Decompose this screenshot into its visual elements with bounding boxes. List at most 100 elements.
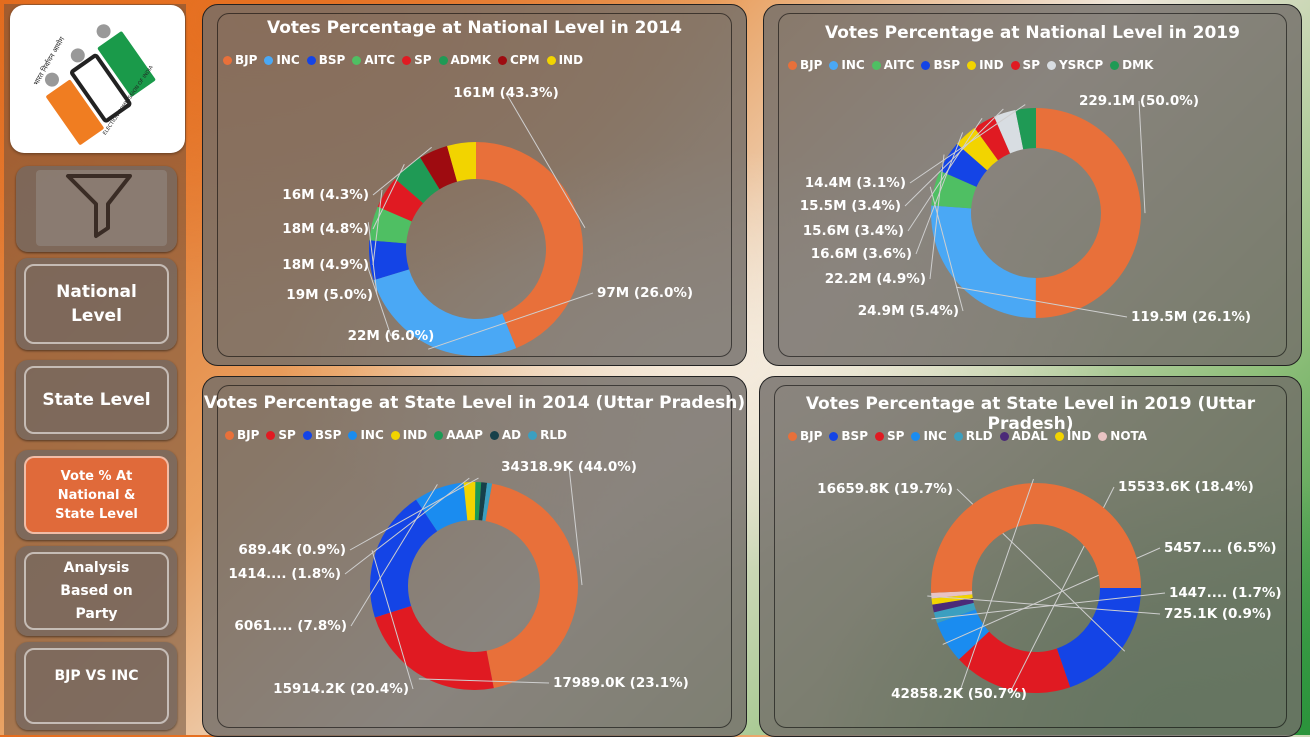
data-label-inc: 6061.... (7.8%) bbox=[234, 618, 347, 634]
chart-legend: BJP INC BSP AITC SP ADMK CPM IND bbox=[223, 53, 583, 67]
legend-item-sp[interactable]: SP bbox=[402, 53, 432, 67]
leader-line bbox=[350, 484, 438, 627]
legend-item-ind[interactable]: IND bbox=[390, 428, 427, 442]
legend-item-inc[interactable]: INC bbox=[911, 429, 947, 443]
slice-inc[interactable] bbox=[931, 205, 1036, 318]
legend-item-rld[interactable]: RLD bbox=[953, 429, 993, 443]
nav-national-level[interactable]: National Level bbox=[16, 258, 177, 350]
legend-item-bsp[interactable]: BSP bbox=[306, 53, 345, 67]
legend-item-cpm[interactable]: CPM bbox=[498, 53, 540, 67]
slice-ind[interactable] bbox=[463, 482, 476, 521]
slice-sp[interactable] bbox=[958, 631, 1071, 693]
legend-item-inc[interactable]: INC bbox=[829, 58, 865, 72]
legend-swatch bbox=[829, 431, 839, 441]
nav-analysis-party-label: Analysis Based on Party bbox=[24, 552, 169, 630]
legend-item-sp[interactable]: SP bbox=[266, 428, 296, 442]
nav-bjp-vs-inc[interactable]: BJP VS INC bbox=[16, 642, 177, 730]
data-label-rld: 1447.... (1.7%) bbox=[1169, 585, 1282, 601]
slice-inc[interactable] bbox=[416, 482, 468, 532]
slice-bsp[interactable] bbox=[368, 240, 410, 281]
legend-item-rld[interactable]: RLD bbox=[528, 428, 567, 442]
slice-sp[interactable] bbox=[974, 116, 1011, 161]
slice-ad[interactable] bbox=[478, 482, 488, 521]
data-label-aitc: 24.9M (5.4%) bbox=[858, 303, 959, 319]
data-label-nota: 725.1K (0.9%) bbox=[1164, 606, 1272, 622]
slice-ind[interactable] bbox=[956, 127, 998, 171]
legend-item-sp[interactable]: SP bbox=[875, 429, 904, 443]
legend-item-sp[interactable]: SP bbox=[1010, 58, 1040, 72]
data-label-admk: 18M (4.8%) bbox=[282, 221, 369, 237]
leader-line bbox=[956, 286, 1128, 318]
slice-ind[interactable] bbox=[447, 142, 476, 182]
legend-item-bjp[interactable]: BJP bbox=[225, 428, 259, 442]
slice-sp[interactable] bbox=[377, 178, 424, 222]
slice-rld[interactable] bbox=[933, 602, 976, 624]
leader-line bbox=[428, 292, 594, 350]
legend-swatch bbox=[225, 430, 234, 440]
slice-bjp[interactable] bbox=[485, 483, 578, 689]
slice-inc[interactable] bbox=[373, 269, 517, 356]
slice-sp[interactable] bbox=[374, 605, 494, 690]
legend-label: AITC bbox=[364, 53, 396, 67]
legend-item-ind[interactable]: IND bbox=[1054, 429, 1092, 443]
legend-label: SP bbox=[414, 53, 432, 67]
legend-label: AD bbox=[501, 428, 522, 442]
slice-bsp[interactable] bbox=[1056, 588, 1141, 688]
panel-title: Votes Percentage at State Level in 2019 … bbox=[805, 394, 1256, 434]
nav-vote-percentage[interactable]: Vote % At National & State Level bbox=[16, 450, 177, 540]
legend-item-inc[interactable]: INC bbox=[348, 428, 384, 442]
slice-bsp[interactable] bbox=[370, 499, 438, 618]
legend-item-inc[interactable]: INC bbox=[264, 53, 300, 67]
legend-label: AAAP bbox=[446, 428, 483, 442]
legend-item-ysrcp[interactable]: YSRCP bbox=[1046, 58, 1103, 72]
legend-item-bsp[interactable]: BSP bbox=[921, 58, 960, 72]
slice-rld[interactable] bbox=[482, 482, 493, 522]
legend-label: IND bbox=[1066, 429, 1092, 443]
legend-swatch bbox=[264, 55, 274, 65]
legend-item-ind[interactable]: IND bbox=[967, 58, 1004, 72]
slice-inc[interactable] bbox=[937, 609, 990, 660]
legend-item-nota[interactable]: NOTA bbox=[1098, 429, 1147, 443]
legend-swatch bbox=[306, 55, 316, 65]
legend-item-ind[interactable]: IND bbox=[546, 53, 583, 67]
leader-line bbox=[929, 154, 945, 280]
legend-label: BJP bbox=[800, 58, 823, 72]
legend-label: INC bbox=[360, 428, 384, 442]
slice-bjp[interactable] bbox=[1035, 108, 1142, 318]
slice-ind[interactable] bbox=[931, 594, 973, 605]
slice-aaap[interactable] bbox=[474, 482, 482, 521]
legend-label: DMK bbox=[1122, 58, 1154, 72]
legend-item-admk[interactable]: ADMK bbox=[438, 53, 491, 67]
legend-label: SP bbox=[1022, 58, 1040, 72]
data-label-sp: 15533.6K (18.4%) bbox=[1118, 479, 1254, 495]
data-label-cpm: 16M (4.3%) bbox=[282, 187, 369, 203]
legend-item-bsp[interactable]: BSP bbox=[302, 428, 341, 442]
slice-cpm[interactable] bbox=[420, 145, 458, 190]
legend-item-bjp[interactable]: BJP bbox=[788, 429, 822, 443]
leader-line bbox=[907, 117, 983, 232]
slice-dmk[interactable] bbox=[1015, 108, 1036, 150]
legend-item-bsp[interactable]: BSP bbox=[829, 429, 868, 443]
slice-aitc[interactable] bbox=[369, 206, 412, 244]
slice-adal[interactable] bbox=[932, 598, 974, 613]
slice-aitc[interactable] bbox=[931, 170, 977, 209]
legend-label: RLD bbox=[965, 429, 993, 443]
legend-item-aaap[interactable]: AAAP bbox=[434, 428, 483, 442]
legend-item-bjp[interactable]: BJP bbox=[788, 58, 822, 72]
leader-line bbox=[904, 108, 1004, 207]
legend-item-dmk[interactable]: DMK bbox=[1110, 58, 1153, 72]
slice-admk[interactable] bbox=[395, 157, 440, 204]
slice-bjp[interactable] bbox=[931, 482, 1141, 593]
slice-bjp[interactable] bbox=[476, 142, 583, 349]
legend-item-adal[interactable]: ADAL bbox=[999, 429, 1048, 443]
nav-analysis-party[interactable]: Analysis Based on Party bbox=[16, 546, 177, 636]
legend-swatch bbox=[402, 55, 412, 65]
nav-state-level[interactable]: State Level bbox=[16, 360, 177, 440]
legend-item-bjp[interactable]: BJP bbox=[223, 53, 257, 67]
filter-button[interactable] bbox=[16, 166, 177, 252]
legend-item-aitc[interactable]: AITC bbox=[352, 53, 395, 67]
legend-label: ADAL bbox=[1011, 429, 1048, 443]
legend-item-aitc[interactable]: AITC bbox=[871, 58, 914, 72]
legend-label: SP bbox=[887, 429, 905, 443]
legend-item-ad[interactable]: AD bbox=[489, 428, 522, 442]
